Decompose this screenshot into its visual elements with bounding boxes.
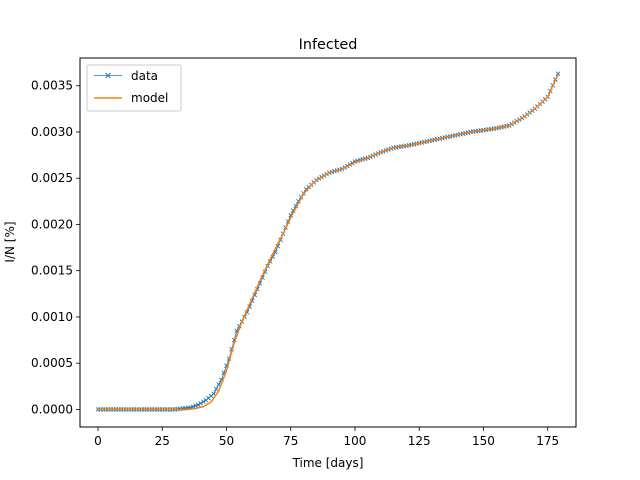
chart-title: Infected — [299, 37, 358, 53]
x-axis-ticks: 0 25 50 75 100 125 150 175 — [94, 427, 559, 448]
legend-box — [86, 64, 182, 112]
y-tick-label: 0.0005 — [31, 356, 73, 370]
data-point-marker — [201, 399, 206, 405]
x-axis-label: Time [days] — [292, 456, 364, 470]
data-point-marker — [555, 71, 561, 77]
data-point-marker — [211, 391, 216, 397]
series-model-line — [97, 74, 559, 411]
plot-area — [80, 58, 576, 427]
plot-frame — [79, 57, 577, 428]
y-axis-ticks: 0.0000 0.0005 0.0010 0.0015 0.0020 0.0025 0.00… — [31, 79, 80, 416]
x-tick-label: 50 — [219, 434, 234, 448]
y-tick-label: 0.0015 — [31, 264, 73, 278]
y-tick-label: 0.0025 — [31, 171, 73, 185]
x-tick-label: 75 — [283, 434, 298, 448]
y-tick-label: 0.0035 — [31, 79, 73, 93]
x-tick-label: 0 — [94, 434, 102, 448]
y-tick-label: 0.0000 — [31, 402, 73, 416]
data-point-marker — [213, 386, 219, 392]
y-tick-label: 0.0010 — [31, 310, 73, 324]
data-point-marker — [195, 402, 201, 408]
data-point-marker — [193, 403, 198, 409]
legend-data-marker — [105, 72, 111, 79]
x-tick-label: 25 — [155, 434, 170, 448]
legend-model-label: model — [131, 91, 168, 105]
legend: data model — [86, 64, 182, 112]
data-point-marker — [198, 400, 204, 406]
y-tick-label: 0.0030 — [31, 125, 73, 139]
series-model — [97, 74, 559, 411]
y-tick-label: 0.0020 — [31, 217, 73, 231]
y-axis-label: I/N [%] — [3, 221, 17, 262]
series-layer — [95, 71, 561, 412]
x-tick-label: 150 — [472, 434, 495, 448]
x-tick-label: 100 — [344, 434, 367, 448]
legend-data-label: data — [131, 69, 158, 83]
x-tick-label: 125 — [408, 434, 431, 448]
x-tick-label: 175 — [536, 434, 559, 448]
